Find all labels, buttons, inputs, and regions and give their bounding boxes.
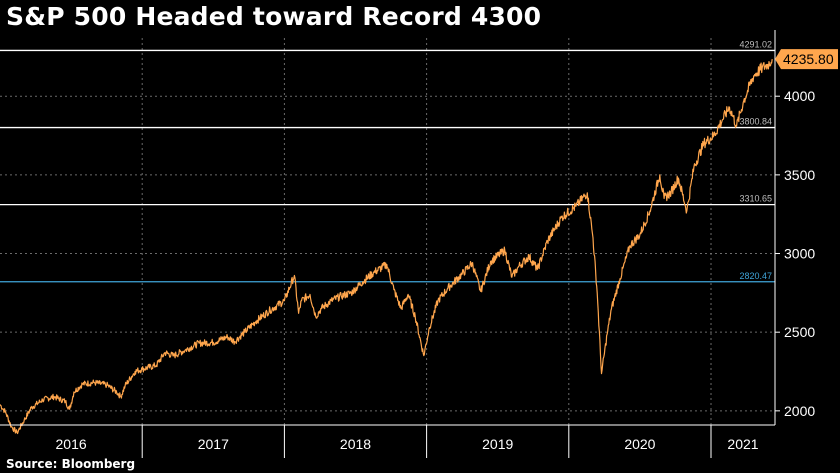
x-tick-label: 2018 xyxy=(340,436,371,452)
y-tick-label: 3500 xyxy=(784,167,815,183)
series-layer xyxy=(0,59,773,435)
y-tick-label: 3000 xyxy=(784,246,815,262)
last-value-text: 4235.80 xyxy=(783,51,834,67)
price-line xyxy=(0,59,773,435)
x-tick-label: 2020 xyxy=(624,436,655,452)
grid-layer xyxy=(0,38,775,425)
axis-layer: 2000 2500 3000 3500 4000 2016 2017 2018 2019 2020… xyxy=(0,30,838,458)
levels-layer: 4291.02 3800.84 3310.65 2820.47 xyxy=(0,39,775,283)
level-label: 4291.02 xyxy=(739,39,772,49)
x-tick-label: 2019 xyxy=(482,436,513,452)
x-tick-label: 2021 xyxy=(727,436,758,452)
last-value-badge-shape xyxy=(775,49,838,70)
y-tick-label: 4000 xyxy=(784,88,815,104)
y-tick-label: 2000 xyxy=(784,403,815,419)
source-note: Source: Bloomberg xyxy=(6,457,136,471)
y-tick-label: 2500 xyxy=(784,324,815,340)
chart-title: S&P 500 Headed toward Record 4300 xyxy=(6,2,542,31)
level-label: 3310.65 xyxy=(739,194,772,204)
last-value-badge: 4235.80 xyxy=(775,49,838,70)
x-tick-label: 2016 xyxy=(56,436,87,452)
x-tick-label: 2017 xyxy=(198,436,229,452)
level-label: 2820.47 xyxy=(739,271,772,281)
level-label: 3800.84 xyxy=(739,117,772,127)
